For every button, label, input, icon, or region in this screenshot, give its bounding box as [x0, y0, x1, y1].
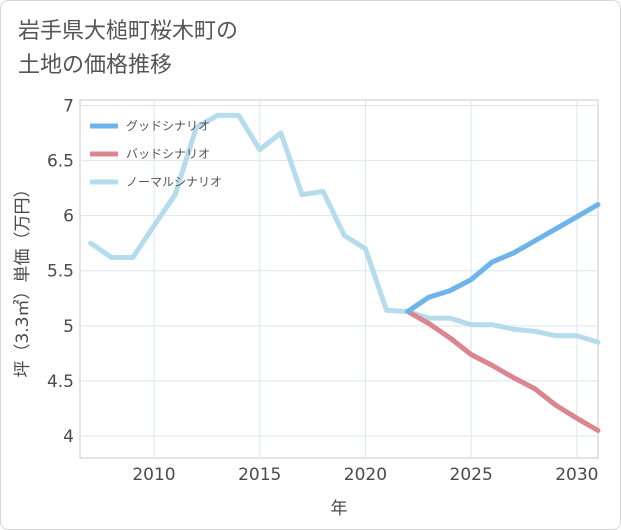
x-axis-ticks: 2010 2015 2020 2025 2030 [132, 465, 598, 485]
series-layer [88, 112, 601, 433]
x-tick-label: 2015 [238, 465, 281, 485]
y-tick-label: 7 [63, 97, 74, 117]
chart-title: 岩手県大槌町桜木町の 土地の価格推移 [18, 15, 238, 83]
legend-label: バッドシナリオ [126, 147, 210, 161]
x-tick-label: 2025 [450, 465, 493, 485]
chart-title-line-2: 土地の価格推移 [18, 53, 173, 78]
x-tick-label: 2030 [555, 465, 598, 485]
chart-title-line-1: 岩手県大槌町桜木町の [18, 19, 239, 44]
y-tick-label: 4.5 [47, 372, 74, 392]
plot-area [79, 99, 599, 459]
x-tick-label: 2020 [344, 465, 387, 485]
series-line-2 [88, 112, 601, 345]
y-tick-label: 5 [63, 317, 74, 337]
y-axis-title: 坪（3.3㎡）単価（万円） [13, 180, 33, 377]
y-tick-label: 5.5 [47, 262, 74, 282]
series-line-1 [405, 309, 601, 433]
y-tick-label: 6.5 [47, 152, 74, 172]
y-axis-ticks: 4 4.5 5 5.5 6 6.5 7 [47, 97, 74, 447]
x-axis-title: 年 [331, 499, 348, 519]
y-tick-label: 4 [63, 427, 74, 447]
legend-label: ノーマルシナリオ [126, 175, 222, 189]
x-tick-label: 2010 [132, 465, 175, 485]
grid-lines [80, 100, 598, 458]
legend-label: グッドシナリオ [126, 119, 210, 133]
y-tick-label: 6 [63, 207, 74, 227]
series-line-0 [405, 202, 601, 314]
